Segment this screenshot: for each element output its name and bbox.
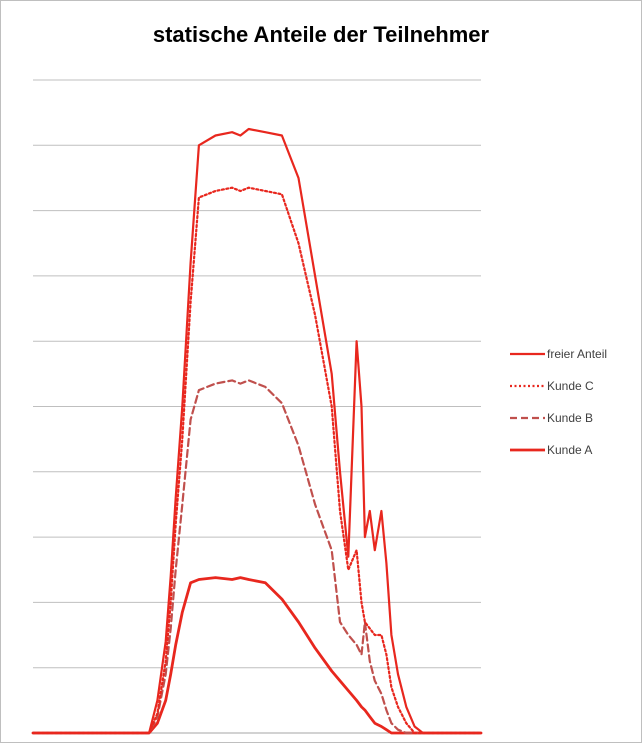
series-line-kunde-a — [31, 576, 483, 735]
gridlines — [33, 79, 481, 734]
legend-label-kunde-b: Kunde B — [547, 411, 593, 425]
chart-title: statische Anteile der Teilnehmer — [152, 22, 490, 47]
legend: freier Anteil Kunde C Kunde B Kunde A — [510, 347, 607, 457]
legend-label-kunde-a: Kunde A — [547, 443, 592, 457]
legend-label-freier-anteil: freier Anteil — [547, 347, 607, 361]
legend-label-kunde-c: Kunde C — [547, 379, 594, 393]
series-lines — [31, 127, 483, 735]
series-line-kunde-c — [31, 186, 483, 735]
series-line-kunde-b — [31, 379, 483, 735]
series-line-freier-anteil — [31, 127, 483, 735]
